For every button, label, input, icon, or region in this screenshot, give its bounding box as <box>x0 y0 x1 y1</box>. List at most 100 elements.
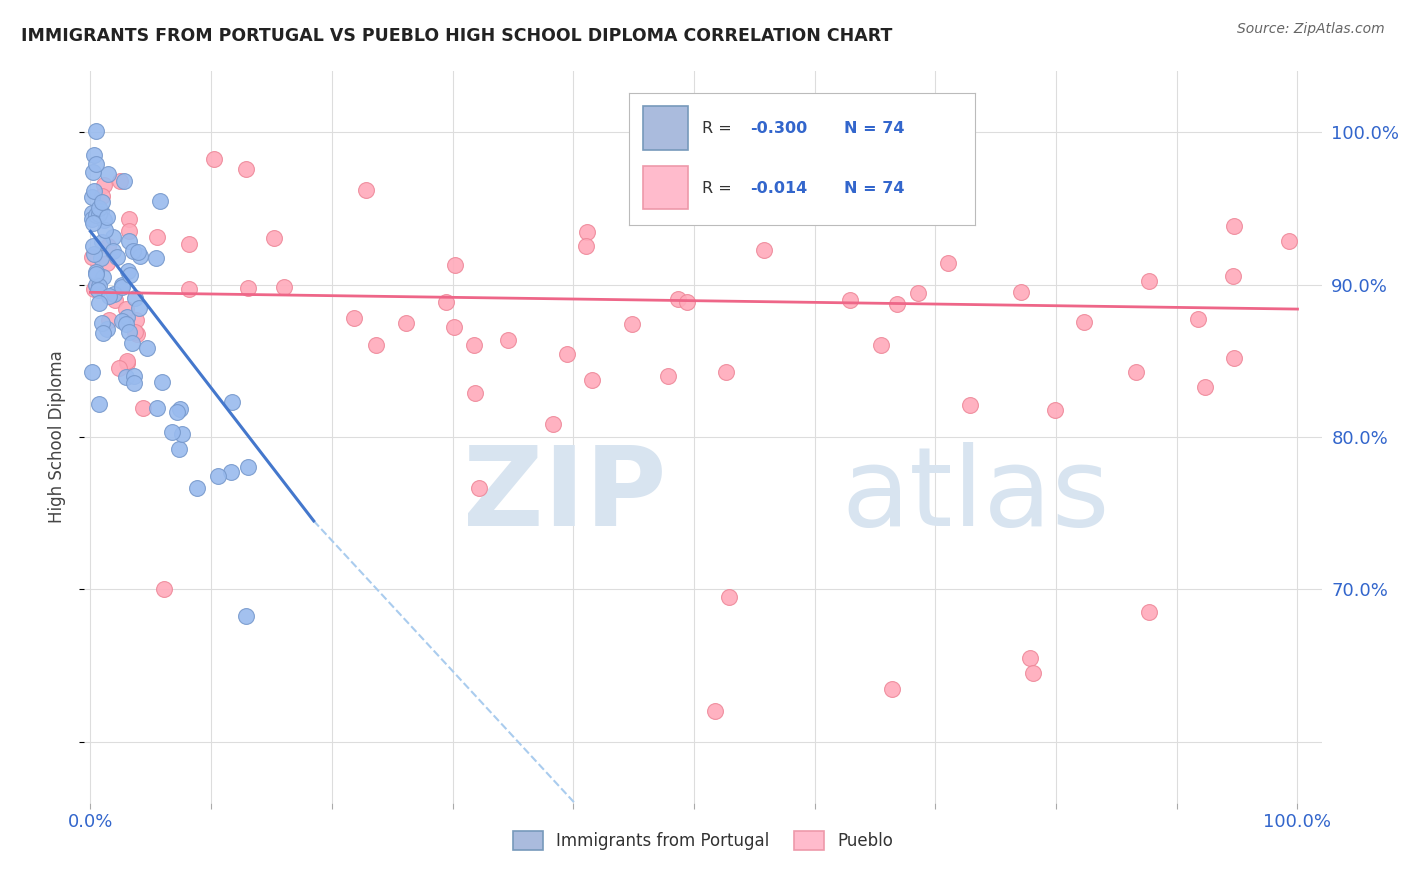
Point <box>179 282 201 296</box>
Point <box>1073 315 1095 329</box>
Point <box>717 590 740 604</box>
Point <box>89 201 111 215</box>
Point <box>98 313 121 327</box>
Point <box>186 481 208 495</box>
Point <box>145 251 167 265</box>
Point <box>108 174 131 188</box>
Point <box>463 338 485 352</box>
Point <box>84 124 107 138</box>
Point <box>80 211 103 226</box>
Point <box>169 402 191 417</box>
Point <box>124 369 146 384</box>
Text: ZIP: ZIP <box>463 442 666 549</box>
Point <box>434 295 457 310</box>
Point <box>177 236 200 251</box>
Point <box>101 229 124 244</box>
Text: Source: ZipAtlas.com: Source: ZipAtlas.com <box>1237 22 1385 37</box>
Point <box>84 277 107 292</box>
Point <box>235 608 257 623</box>
Point <box>96 167 118 181</box>
Point <box>202 152 225 166</box>
Point <box>80 190 103 204</box>
Point <box>1194 380 1216 394</box>
Legend: Immigrants from Portugal, Pueblo: Immigrants from Portugal, Pueblo <box>506 824 900 856</box>
Point <box>870 338 893 352</box>
Point <box>118 325 141 339</box>
Point <box>464 386 486 401</box>
Point <box>111 280 134 294</box>
Point <box>1187 312 1209 326</box>
Point <box>103 244 125 259</box>
Point <box>621 318 644 332</box>
Point <box>115 356 138 370</box>
Point <box>166 405 188 419</box>
Point <box>343 311 366 326</box>
Point <box>273 280 295 294</box>
Point <box>93 269 115 284</box>
Point <box>657 368 679 383</box>
Point <box>87 296 110 310</box>
Point <box>103 287 125 301</box>
Point <box>146 230 169 244</box>
Point <box>117 234 139 248</box>
Point <box>1125 365 1147 379</box>
Point <box>111 314 134 328</box>
Point <box>1019 651 1042 665</box>
Point <box>1010 285 1032 299</box>
Point <box>127 244 149 259</box>
Point <box>105 250 128 264</box>
Point <box>84 208 107 222</box>
Point <box>90 188 112 202</box>
Point <box>115 302 138 317</box>
Point <box>581 373 603 387</box>
Point <box>86 265 108 279</box>
Point <box>82 239 104 253</box>
Point <box>1043 403 1066 417</box>
Point <box>91 235 114 249</box>
Point <box>122 376 145 390</box>
Point <box>96 322 118 336</box>
Point <box>959 398 981 412</box>
Point <box>235 162 257 177</box>
Point <box>1277 235 1299 249</box>
Point <box>115 354 138 368</box>
Point <box>575 225 598 239</box>
Point <box>704 705 727 719</box>
Text: IMMIGRANTS FROM PORTUGAL VS PUEBLO HIGH SCHOOL DIPLOMA CORRELATION CHART: IMMIGRANTS FROM PORTUGAL VS PUEBLO HIGH … <box>21 27 893 45</box>
Point <box>80 365 103 379</box>
Point <box>83 282 105 296</box>
Point <box>94 223 117 237</box>
Point <box>80 251 103 265</box>
Point <box>136 341 159 355</box>
Point <box>167 442 190 456</box>
Point <box>97 288 120 302</box>
Point <box>83 247 105 261</box>
Point <box>1222 351 1244 366</box>
Point <box>91 316 114 330</box>
Point <box>89 279 111 293</box>
Point <box>238 460 260 475</box>
Point <box>115 317 138 331</box>
Point <box>89 396 111 410</box>
Point <box>89 203 111 218</box>
Point <box>354 183 377 197</box>
Point <box>121 335 143 350</box>
Point <box>880 681 903 696</box>
Y-axis label: High School Diploma: High School Diploma <box>48 351 66 524</box>
Point <box>443 320 465 334</box>
Point <box>118 268 141 282</box>
Point <box>676 294 699 309</box>
Point <box>117 264 139 278</box>
Point <box>83 148 105 162</box>
Point <box>1222 268 1244 283</box>
Point <box>80 206 103 220</box>
Point <box>936 256 959 270</box>
Point <box>115 370 138 384</box>
Point <box>714 365 737 379</box>
Point <box>129 248 152 262</box>
Point <box>118 224 141 238</box>
Point <box>263 230 285 244</box>
Point <box>90 252 112 266</box>
Point <box>752 244 775 258</box>
Point <box>91 326 114 340</box>
